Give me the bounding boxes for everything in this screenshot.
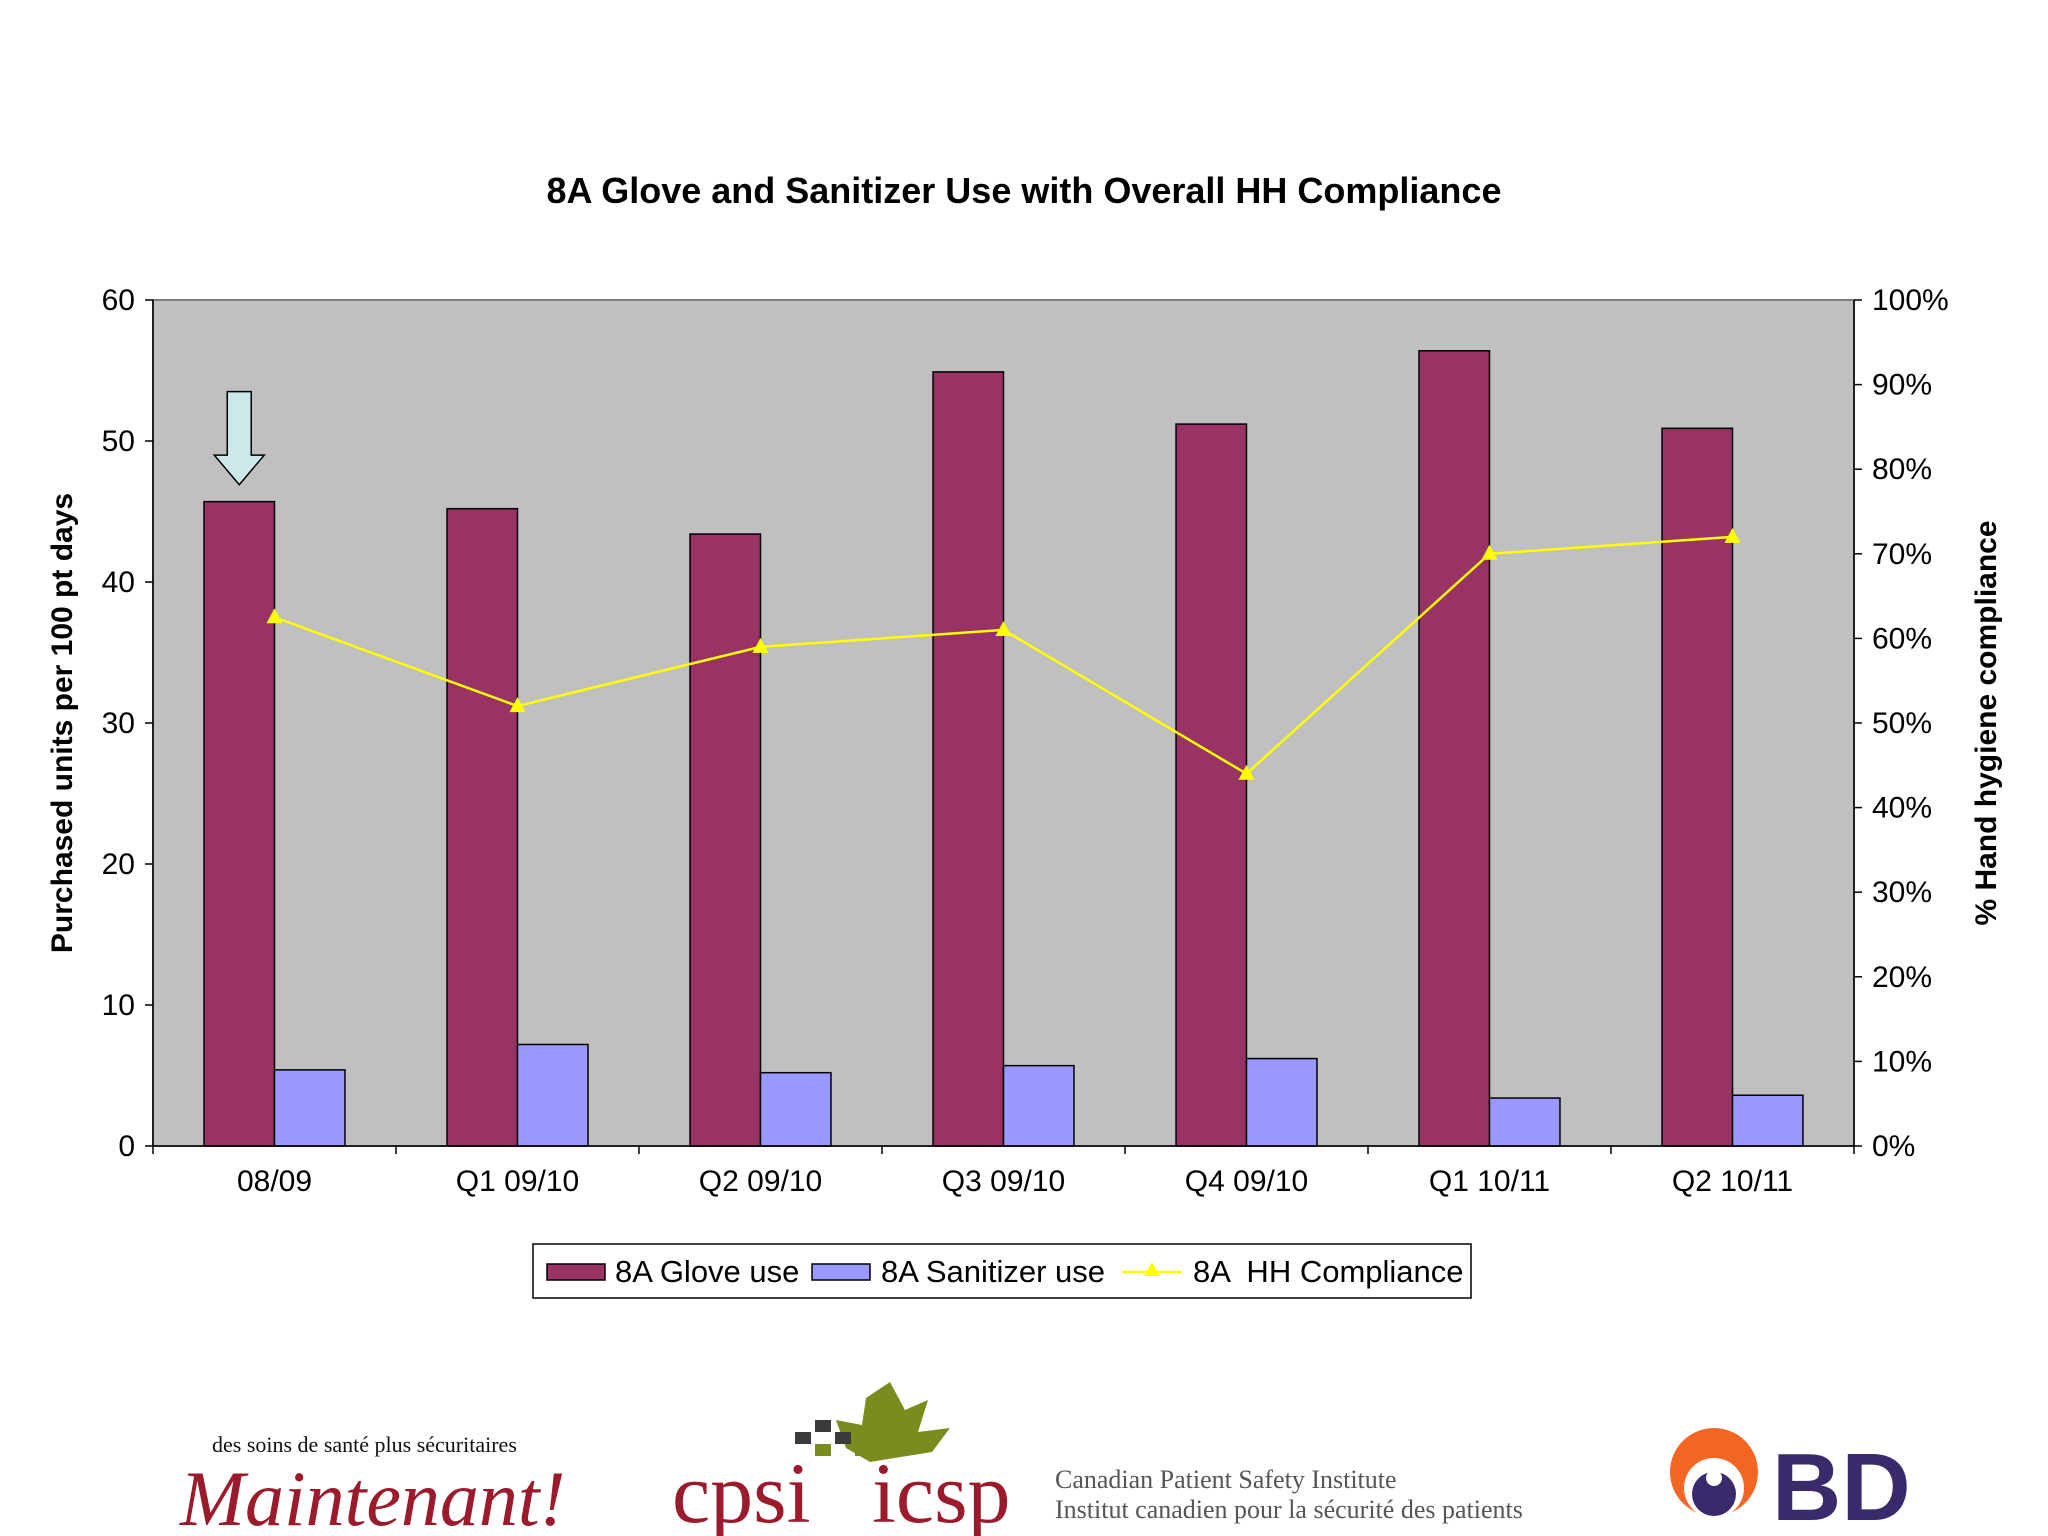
chart-marks — [203, 350, 1804, 1147]
bar-glove-2 — [689, 533, 762, 1147]
compliance-point-6 — [1724, 527, 1741, 543]
legend-marker-compliance — [1144, 1262, 1160, 1276]
y2-tick-label-4: 40% — [1872, 792, 1932, 825]
x-tick-label-0: 08/09 — [237, 1165, 312, 1198]
x-tick-label-4: Q4 09/10 — [1185, 1165, 1308, 1198]
cpsi-wordmark: cpsi — [672, 1445, 811, 1536]
bar-glove-1 — [446, 507, 519, 1147]
maple-leaf-icon — [795, 1382, 950, 1462]
y-tick-label-5: 50 — [102, 425, 135, 458]
bar-glove-6 — [1661, 427, 1734, 1147]
x-tick-label-1: Q1 09/10 — [456, 1165, 579, 1198]
legend-box — [532, 1243, 1472, 1299]
bar-sanitizer-1 — [516, 1043, 589, 1147]
bd-logo: BD — [1670, 1428, 1911, 1536]
bar-sanitizer-5 — [1488, 1097, 1561, 1147]
chart-title: 8A Glove and Sanitizer Use with Overall … — [547, 170, 1502, 211]
maintenant-wordmark: Maintenant! — [179, 1455, 566, 1536]
maintenant-tagline: des soins de santé plus sécuritaires — [212, 1432, 517, 1457]
compliance-point-5 — [1481, 544, 1498, 560]
y2-axis-title: % Hand hygiene compliance — [1970, 520, 2003, 925]
bar-sanitizer-2 — [759, 1071, 832, 1147]
y-axis-title: Purchased units per 100 pt days — [46, 493, 79, 953]
down-arrow-icon — [212, 390, 266, 486]
y2-tick-label-6: 60% — [1872, 622, 1932, 655]
y-tick-label-6: 60 — [102, 284, 135, 317]
icsp-wordmark: icsp — [872, 1445, 1011, 1536]
bar-glove-0 — [203, 500, 276, 1147]
bar-glove-4 — [1175, 423, 1248, 1147]
compliance-point-1 — [509, 697, 526, 713]
y2-tick-label-10: 100% — [1872, 284, 1949, 317]
legend-swatch-sanitizer — [811, 1263, 871, 1281]
legend-label-compliance: 8A HH Compliance — [1193, 1254, 1464, 1289]
compliance-point-2 — [752, 637, 769, 653]
bar-sanitizer-4 — [1245, 1057, 1318, 1147]
y2-tick-label-3: 30% — [1872, 876, 1932, 909]
bd-wordmark: BD — [1772, 1434, 1911, 1536]
compliance-point-0 — [266, 608, 283, 624]
maintenant-logo: des soins de santé plus sécuritaires Mai… — [179, 1432, 566, 1536]
legend: 8A Glove use 8A Sanitizer use 8A HH Comp… — [532, 1243, 1472, 1299]
x-tick-label-2: Q2 09/10 — [699, 1165, 822, 1198]
x-tick-label-6: Q2 10/11 — [1672, 1165, 1793, 1198]
x-tick-label-3: Q3 09/10 — [942, 1165, 1065, 1198]
compliance-point-3 — [995, 620, 1012, 636]
y2-tick-label-0: 0% — [1872, 1130, 1915, 1163]
legend-label-sanitizer: 8A Sanitizer use — [881, 1254, 1105, 1289]
cpsi-name-fr: Institut canadien pour la sécurité des p… — [1055, 1495, 1523, 1524]
y2-tick-label-1: 10% — [1872, 1045, 1932, 1078]
y-tick-label-3: 30 — [102, 707, 135, 740]
bar-glove-5 — [1418, 350, 1491, 1147]
x-tick-label-5: Q1 10/11 — [1429, 1165, 1550, 1198]
chart-axes: 0 10 20 30 40 50 60 0% 10% 20% 30% 40% 50% 60% 70% 80% 9… — [102, 284, 1949, 1198]
cpsi-name-en: Canadian Patient Safety Institute — [1055, 1465, 1397, 1494]
bar-sanitizer-3 — [1002, 1064, 1075, 1147]
y-tick-label-0: 0 — [118, 1130, 135, 1163]
y2-tick-label-7: 70% — [1872, 538, 1932, 571]
y2-tick-label-9: 90% — [1872, 369, 1932, 402]
bar-sanitizer-6 — [1731, 1094, 1804, 1147]
y2-tick-label-2: 20% — [1872, 961, 1932, 994]
y-tick-label-4: 40 — [102, 566, 135, 599]
compliance-point-4 — [1238, 764, 1255, 780]
cpsi-logo: cpsi icsp Canadian Patient Safety Instit… — [672, 1382, 1523, 1536]
bd-sunburst-icon — [1670, 1428, 1758, 1518]
bar-glove-3 — [932, 371, 1005, 1147]
y2-tick-label-5: 50% — [1872, 707, 1932, 740]
legend-label-glove: 8A Glove use — [615, 1254, 799, 1289]
y-tick-label-2: 20 — [102, 848, 135, 881]
bar-sanitizer-0 — [273, 1069, 346, 1147]
y-tick-label-1: 10 — [102, 989, 135, 1022]
legend-swatch-glove — [546, 1263, 606, 1281]
y2-tick-label-8: 80% — [1872, 453, 1932, 486]
